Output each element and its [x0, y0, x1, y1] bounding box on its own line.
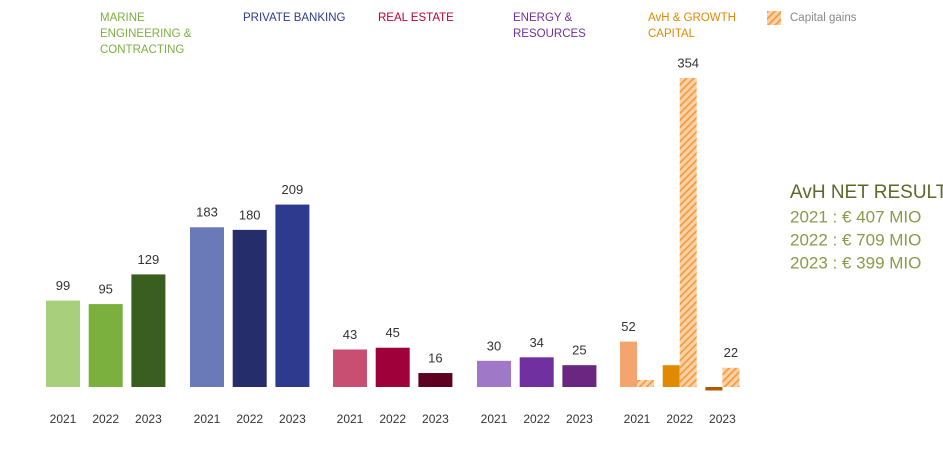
bar — [375, 347, 410, 387]
value-label: 52 — [621, 319, 635, 334]
group-name: REAL ESTATE — [378, 12, 454, 24]
x-tick-label: 2022 — [523, 412, 550, 426]
bar — [131, 274, 166, 387]
legend-swatch — [767, 11, 781, 25]
bar — [477, 360, 511, 387]
value-label: 45 — [385, 325, 399, 340]
group-name: ENGINEERING & — [100, 28, 192, 40]
value-label: 25 — [572, 343, 586, 358]
x-tick-label: 2021 — [50, 412, 77, 426]
bar — [519, 357, 554, 387]
bar — [562, 365, 597, 387]
x-tick-label: 2023 — [709, 412, 736, 426]
value-label: 209 — [282, 182, 304, 197]
bar — [333, 349, 367, 387]
x-tick-label: 2023 — [422, 412, 449, 426]
group-name: CONTRACTING — [100, 44, 184, 56]
value-label: 95 — [98, 282, 112, 297]
value-label: 180 — [239, 207, 261, 222]
legend-label: Capital gains — [790, 12, 857, 24]
value-label: 99 — [56, 278, 70, 293]
x-tick-label: 2023 — [279, 412, 306, 426]
group-name: CAPITAL — [648, 28, 696, 40]
x-tick-label: 2021 — [337, 412, 364, 426]
annotation-line: 2022 : € 709 MIO — [790, 230, 921, 249]
annotation-line: 2023 : € 399 MIO — [790, 253, 921, 272]
capital-gains-bar — [637, 380, 654, 387]
group-name: RESOURCES — [513, 28, 586, 40]
group-name: PRIVATE BANKING — [243, 12, 346, 24]
x-tick-label: 2023 — [135, 412, 162, 426]
group-name: AvH & GROWTH — [648, 12, 736, 24]
value-label: 43 — [343, 327, 357, 342]
x-tick-label: 2023 — [566, 412, 593, 426]
bar — [418, 373, 453, 387]
group-name: MARINE — [100, 12, 145, 24]
x-tick-label: 2022 — [92, 412, 119, 426]
annotation-line: 2021 : € 407 MIO — [790, 207, 921, 226]
x-tick-label: 2021 — [481, 412, 508, 426]
x-tick-label: 2021 — [194, 412, 221, 426]
capital-gains-bar — [722, 367, 740, 387]
group-name: ENERGY & — [513, 12, 573, 24]
x-tick-label: 2021 — [624, 412, 651, 426]
bar — [190, 227, 224, 387]
value-label: 22 — [724, 345, 738, 360]
bar — [662, 365, 680, 387]
bar — [275, 204, 310, 387]
value-label: 30 — [487, 338, 501, 353]
value-label: 16 — [428, 350, 442, 365]
x-tick-label: 2022 — [379, 412, 406, 426]
value-label: 129 — [138, 252, 160, 267]
bar — [620, 341, 637, 387]
value-label: 34 — [529, 335, 543, 350]
capital-gains-bar — [679, 78, 697, 387]
x-tick-label: 2022 — [666, 412, 693, 426]
annotation-title: AvH NET RESULT — [790, 182, 943, 203]
x-tick-label: 2022 — [236, 412, 263, 426]
bar — [88, 304, 123, 387]
bar — [705, 387, 723, 391]
value-label: 183 — [196, 205, 218, 220]
bar — [232, 229, 267, 387]
value-label: 354 — [677, 55, 699, 70]
bar — [46, 300, 80, 387]
